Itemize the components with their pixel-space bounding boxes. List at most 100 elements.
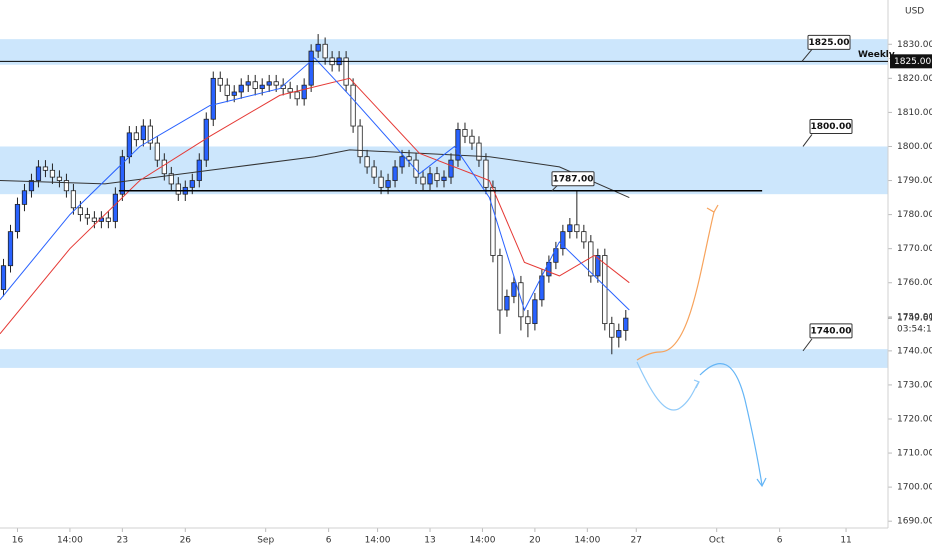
candle-body [343,57,349,86]
arrowhead [693,379,700,389]
candle-body [175,183,181,195]
candle-body [378,176,384,188]
candle-body [133,132,139,141]
y-tick-label: 1730.00 [897,380,932,390]
candle-body [259,84,265,89]
candle-body [238,84,244,93]
candle-body [455,129,461,161]
candle-body [77,207,84,216]
candle-body [147,125,153,144]
candle-body [294,91,300,100]
callout-box [807,34,851,50]
moving-average [0,57,630,312]
callout-pointer [802,338,813,352]
projection-blue [636,361,700,411]
x-tick-label: Oct [709,536,725,546]
callout-label: 1825.00 [809,38,850,48]
x-tick-label: 14:00 [365,536,391,546]
candle-body [420,176,426,185]
candle-body [476,142,482,161]
candle-body [567,224,573,233]
candle-body [525,316,531,325]
candle-body [560,231,566,250]
candle-body [623,317,629,331]
candle-body [266,81,272,86]
candle-body [154,142,160,161]
candle-body [322,43,328,59]
candle-body [301,84,307,100]
candle-body [119,156,125,195]
candle-body [441,176,447,181]
candle-body [406,156,412,161]
candle-body [574,224,580,233]
candle-body [231,91,237,96]
candle-body [532,299,538,325]
candle-body [196,159,202,181]
candle-body [371,166,377,178]
callout-box [809,323,853,339]
candle-body [7,231,14,267]
y-tick-label: 1780.00 [897,210,932,220]
x-tick-label: 14:00 [469,536,495,546]
candle-body [14,203,21,233]
candle-body [427,173,433,185]
last-price-label: 1749.61 [897,314,932,324]
candle-body [364,156,370,168]
y-tick-label: 1740.00 [897,346,932,356]
moving-average [0,77,630,335]
candle-body [112,193,118,222]
candle-body [504,295,510,311]
y-tick-label: 1830.00 [897,40,932,50]
candle-body [616,330,622,338]
candle-body [168,173,174,185]
candle-body [189,180,195,188]
x-tick-label: 27 [631,536,642,546]
x-tick-label: 26 [180,536,192,546]
callout-pointer [802,134,813,147]
y-tick-label: 1750.00 [897,312,932,322]
callout-label: 1787.00 [553,174,594,184]
candle-body [469,135,475,144]
candle-body [448,159,454,178]
candle-body [602,255,608,325]
candle-body [35,166,42,181]
candle-body [511,282,517,297]
x-tick-label: 11 [840,536,851,546]
candle-body [49,169,56,178]
x-tick-label: 13 [424,536,435,546]
candle-body [308,50,314,86]
y-tick-label: 1770.00 [897,244,932,254]
candle-body [497,255,503,311]
x-tick-label: 14:00 [57,536,83,546]
x-tick-label: Sep [257,536,274,546]
candle-body [252,81,258,89]
candle-body [273,81,279,86]
candle-body [287,88,293,93]
zone [0,349,888,368]
x-tick-label: 23 [117,536,128,546]
candle-body [483,159,489,188]
arrowhead [756,477,767,488]
moving-average [0,149,630,199]
candle-body [126,132,132,158]
level-tag: Weekly [858,50,895,60]
candle-body [91,217,97,222]
candle-body [70,190,77,209]
y-tick-label: 1760.00 [897,278,932,288]
candle-body [42,166,49,171]
candle-body [84,214,91,219]
callout-label: 1800.00 [811,122,852,132]
y-tick-label: 1700.00 [897,483,932,493]
projection-blue [699,363,763,486]
candle-body [217,77,223,86]
y-tick-label: 1820.00 [897,74,932,84]
currency-label: USD [905,7,924,17]
candle-body [581,231,587,243]
candle-body [350,84,356,127]
arrowhead [706,204,719,213]
candle-body [105,217,111,222]
candle-body [392,166,398,181]
callout-pointer [801,48,813,62]
callout-box [551,171,595,187]
